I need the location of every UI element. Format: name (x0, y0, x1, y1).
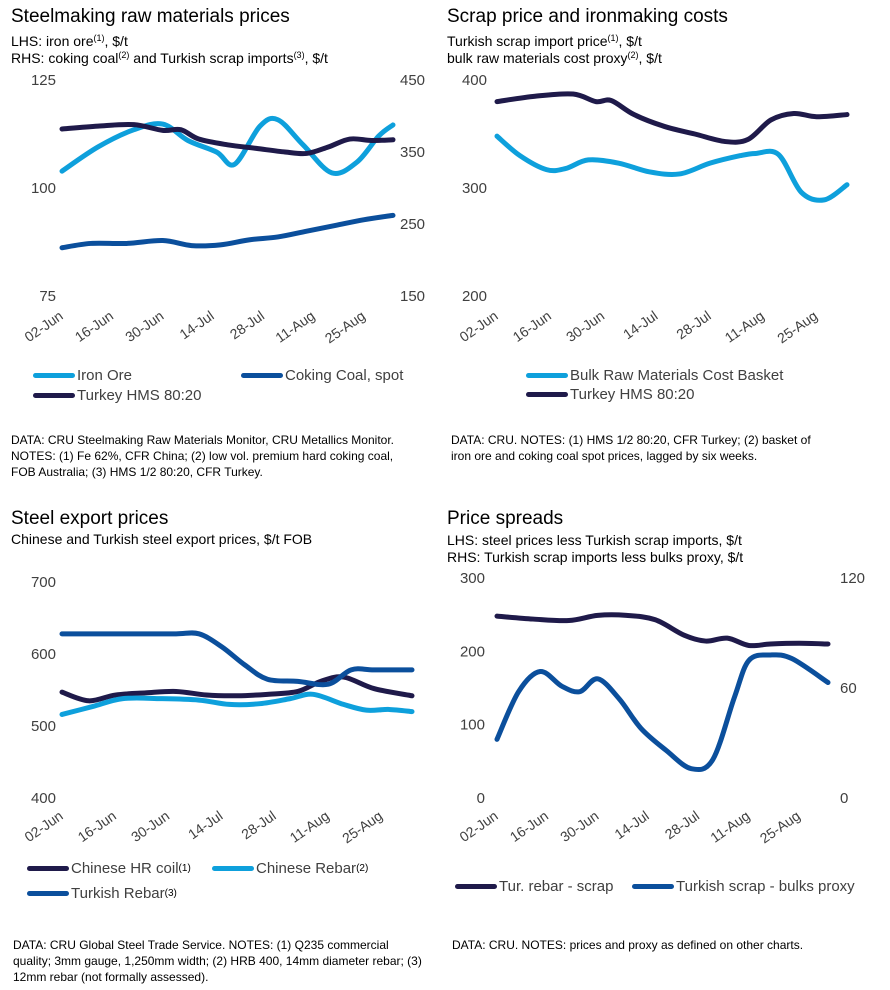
chart-note: DATA: CRU. NOTES: prices and proxy as de… (452, 938, 804, 952)
x-tick-label: 14-Jul (620, 307, 660, 342)
x-tick-label: 28-Jul (238, 807, 278, 842)
y-left-tick-label: 300 (460, 570, 485, 587)
y-left-tick-label: 200 (462, 288, 487, 305)
y-left-tick-label: 75 (39, 288, 56, 305)
y-right-tick-label: 250 (400, 216, 425, 233)
chart-subtitle-rhs: RHS: coking coal(2) and Turkish scrap im… (11, 50, 328, 66)
legend-swatch (33, 393, 75, 398)
chart-title: Scrap price and ironmaking costs (447, 6, 728, 27)
chart-note: DATA: CRU Steelmaking Raw Materials Moni… (11, 433, 394, 479)
x-tick-label: 16-Jun (75, 807, 119, 845)
legend-item-chinese-hr-coil: Chinese HR coil (1) (27, 860, 191, 877)
x-tick-label: 25-Aug (774, 307, 820, 346)
legend-swatch (455, 884, 497, 889)
chart-2: 400 300 200 02-Jun 16-Jun 30-Jun 14-Jul 28-Jul 1… (456, 72, 850, 346)
series-line-chinese-hr-coil (59, 674, 415, 704)
series-line-turkish-rebar (59, 630, 415, 688)
y-left-tick-label: 200 (460, 643, 485, 660)
x-tick-label: 16-Jun (507, 807, 551, 845)
chart-subtitle-rhs: RHS: Turkish scrap imports less bulks pr… (447, 549, 744, 565)
y-left-tick-label: 400 (462, 72, 487, 89)
chart-subtitle-lhs: LHS: steel prices less Turkish scrap imp… (447, 532, 742, 548)
legend-item-iron-ore: Iron Ore (33, 367, 132, 384)
x-tick-label: 28-Jul (662, 807, 702, 842)
series-line-bulk-raw-materials-cost-basket (494, 133, 850, 203)
chart-subtitle-lhs: LHS: iron ore(1), $/t (11, 33, 128, 49)
x-tick-label: 11-Aug (272, 307, 317, 345)
x-tick-label: 02-Jun (21, 807, 65, 845)
y-left-tick-label: 125 (31, 72, 56, 89)
chart-note: DATA: CRU. NOTES: (1) HMS 1/2 80:20, CFR… (451, 433, 811, 463)
legend-item-coking-coal: Coking Coal, spot (241, 367, 403, 384)
x-tick-label: 11-Aug (722, 307, 767, 345)
series-line-tur-rebar-scrap (494, 612, 831, 649)
x-tick-label: 30-Jun (128, 807, 172, 845)
legend-swatch (241, 373, 283, 378)
x-tick-label: 30-Jun (122, 307, 166, 345)
x-tick-label: 11-Aug (707, 807, 752, 845)
y-right-tick-label: 0 (840, 790, 848, 807)
legend-item-scrap-bulks-proxy: Turkish scrap - bulks proxy (632, 878, 855, 895)
chart-title: Steelmaking raw materials prices (11, 6, 290, 27)
legend-swatch (27, 866, 69, 871)
x-tick-label: 11-Aug (287, 807, 332, 845)
legend-item-turkish-rebar: Turkish Rebar (3) (27, 885, 177, 902)
legend-swatch (526, 392, 568, 397)
y-right-tick-label: 120 (840, 570, 865, 587)
chart-subtitle: Chinese and Turkish steel export prices,… (11, 531, 313, 547)
x-tick-label: 16-Jun (72, 307, 116, 345)
legend-item-bulk-basket: Bulk Raw Materials Cost Basket (526, 367, 783, 384)
chart-1: 125 100 75 450 350 250 150 02-Jun 16-Jun 30-Jun 14… (21, 72, 425, 346)
legend-swatch (27, 891, 69, 896)
x-tick-label: 30-Jun (557, 807, 601, 845)
chart-subtitle-1: Turkish scrap import price(1), $/t (447, 33, 642, 49)
x-tick-label: 28-Jul (227, 307, 267, 342)
chart-title: Price spreads (447, 508, 564, 529)
y-left-tick-label: 300 (462, 180, 487, 197)
y-right-tick-label: 450 (400, 72, 425, 89)
x-tick-label: 14-Jul (185, 807, 225, 842)
x-tick-label: 16-Jun (510, 307, 554, 345)
x-tick-label: 28-Jul (673, 307, 713, 342)
y-left-tick-label: 100 (31, 180, 56, 197)
y-left-tick-label: 600 (31, 646, 56, 663)
series-line-chinese-rebar (59, 691, 415, 717)
x-tick-label: 14-Jul (176, 307, 216, 342)
y-left-tick-label: 500 (31, 718, 56, 735)
legend-swatch (33, 373, 75, 378)
y-left-tick-label: 700 (31, 574, 56, 591)
x-tick-label: 25-Aug (322, 307, 368, 346)
legend-item-turkey-hms: Turkey HMS 80:20 (526, 386, 695, 403)
legend-item-tur-rebar-scrap: Tur. rebar - scrap (455, 878, 613, 895)
legend-item-chinese-rebar: Chinese Rebar (2) (212, 860, 368, 877)
y-left-tick-label: 0 (477, 790, 485, 807)
chart-note: DATA: CRU Global Steel Trade Service. NO… (13, 938, 422, 984)
legend-swatch (526, 373, 568, 378)
legend-item-turkey-hms: Turkey HMS 80:20 (33, 387, 202, 404)
y-right-tick-label: 150 (400, 288, 425, 305)
x-tick-label: 25-Aug (757, 807, 803, 846)
series-line-turkish-scrap-bulks-proxy (494, 652, 831, 773)
y-right-tick-label: 60 (840, 680, 857, 697)
x-tick-label: 14-Jul (611, 807, 651, 842)
chart-subtitle-2: bulk raw materials cost proxy(2), $/t (447, 50, 662, 66)
y-right-tick-label: 350 (400, 144, 425, 161)
x-tick-label: 02-Jun (456, 807, 500, 845)
legend-swatch (212, 866, 254, 871)
y-left-tick-label: 400 (31, 790, 56, 807)
series-line-turkey-hms-80-20 (59, 121, 396, 157)
series-line-turkey-hms-80-20 (494, 91, 850, 145)
chart-title: Steel export prices (11, 508, 169, 529)
x-tick-label: 30-Jun (563, 307, 607, 345)
x-tick-label: 02-Jun (456, 307, 500, 345)
y-left-tick-label: 100 (460, 717, 485, 734)
x-tick-label: 02-Jun (21, 307, 65, 345)
series-line-coking-coal-spot (59, 212, 396, 251)
legend-swatch (632, 884, 674, 889)
x-tick-label: 25-Aug (339, 807, 385, 846)
